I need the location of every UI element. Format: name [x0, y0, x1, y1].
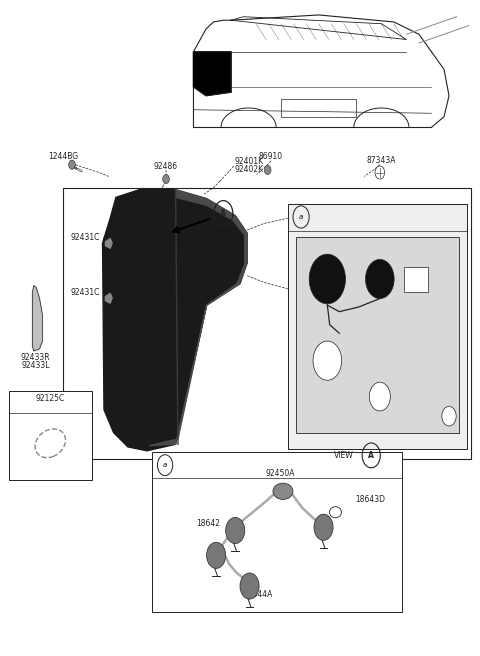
Text: 87343A: 87343A [366, 155, 396, 165]
Text: 86910: 86910 [259, 152, 283, 161]
Bar [63, 188, 471, 459]
Circle shape [365, 259, 394, 298]
Text: 18644A: 18644A [243, 590, 273, 599]
Ellipse shape [35, 429, 65, 458]
Bar [296, 237, 458, 432]
Text: a: a [163, 462, 167, 468]
Text: 92433R: 92433R [21, 353, 50, 362]
Circle shape [264, 165, 271, 174]
Text: 92431C: 92431C [70, 287, 99, 297]
Circle shape [309, 254, 346, 304]
Circle shape [313, 341, 342, 380]
Text: 18642: 18642 [196, 520, 220, 529]
Text: 92431C: 92431C [70, 234, 99, 242]
Circle shape [69, 160, 75, 169]
Text: 92433L: 92433L [22, 361, 50, 371]
Polygon shape [33, 285, 42, 351]
Polygon shape [106, 239, 112, 249]
Bar [152, 452, 402, 612]
Polygon shape [106, 293, 112, 303]
Text: 18643D: 18643D [356, 495, 385, 504]
Circle shape [240, 573, 259, 599]
Circle shape [226, 518, 245, 544]
Text: VIEW: VIEW [334, 451, 354, 460]
Text: 92450A: 92450A [266, 468, 295, 478]
Circle shape [163, 174, 169, 184]
Text: 92125C: 92125C [36, 394, 65, 403]
Ellipse shape [329, 506, 341, 518]
Text: 1244BG: 1244BG [48, 152, 79, 161]
Circle shape [314, 514, 333, 541]
Text: 92486: 92486 [154, 161, 178, 171]
Text: 92401K: 92401K [234, 157, 264, 166]
Bar [9, 392, 92, 480]
Circle shape [442, 406, 456, 426]
Text: A: A [220, 209, 226, 218]
Ellipse shape [273, 483, 293, 499]
Circle shape [206, 543, 226, 568]
Text: 92402K: 92402K [234, 165, 264, 174]
Circle shape [375, 166, 384, 179]
Bar [288, 204, 467, 449]
Polygon shape [149, 190, 247, 445]
Text: A: A [368, 451, 374, 460]
Text: a: a [299, 214, 303, 220]
Polygon shape [103, 190, 247, 451]
Bar [404, 267, 428, 292]
Circle shape [369, 382, 390, 411]
